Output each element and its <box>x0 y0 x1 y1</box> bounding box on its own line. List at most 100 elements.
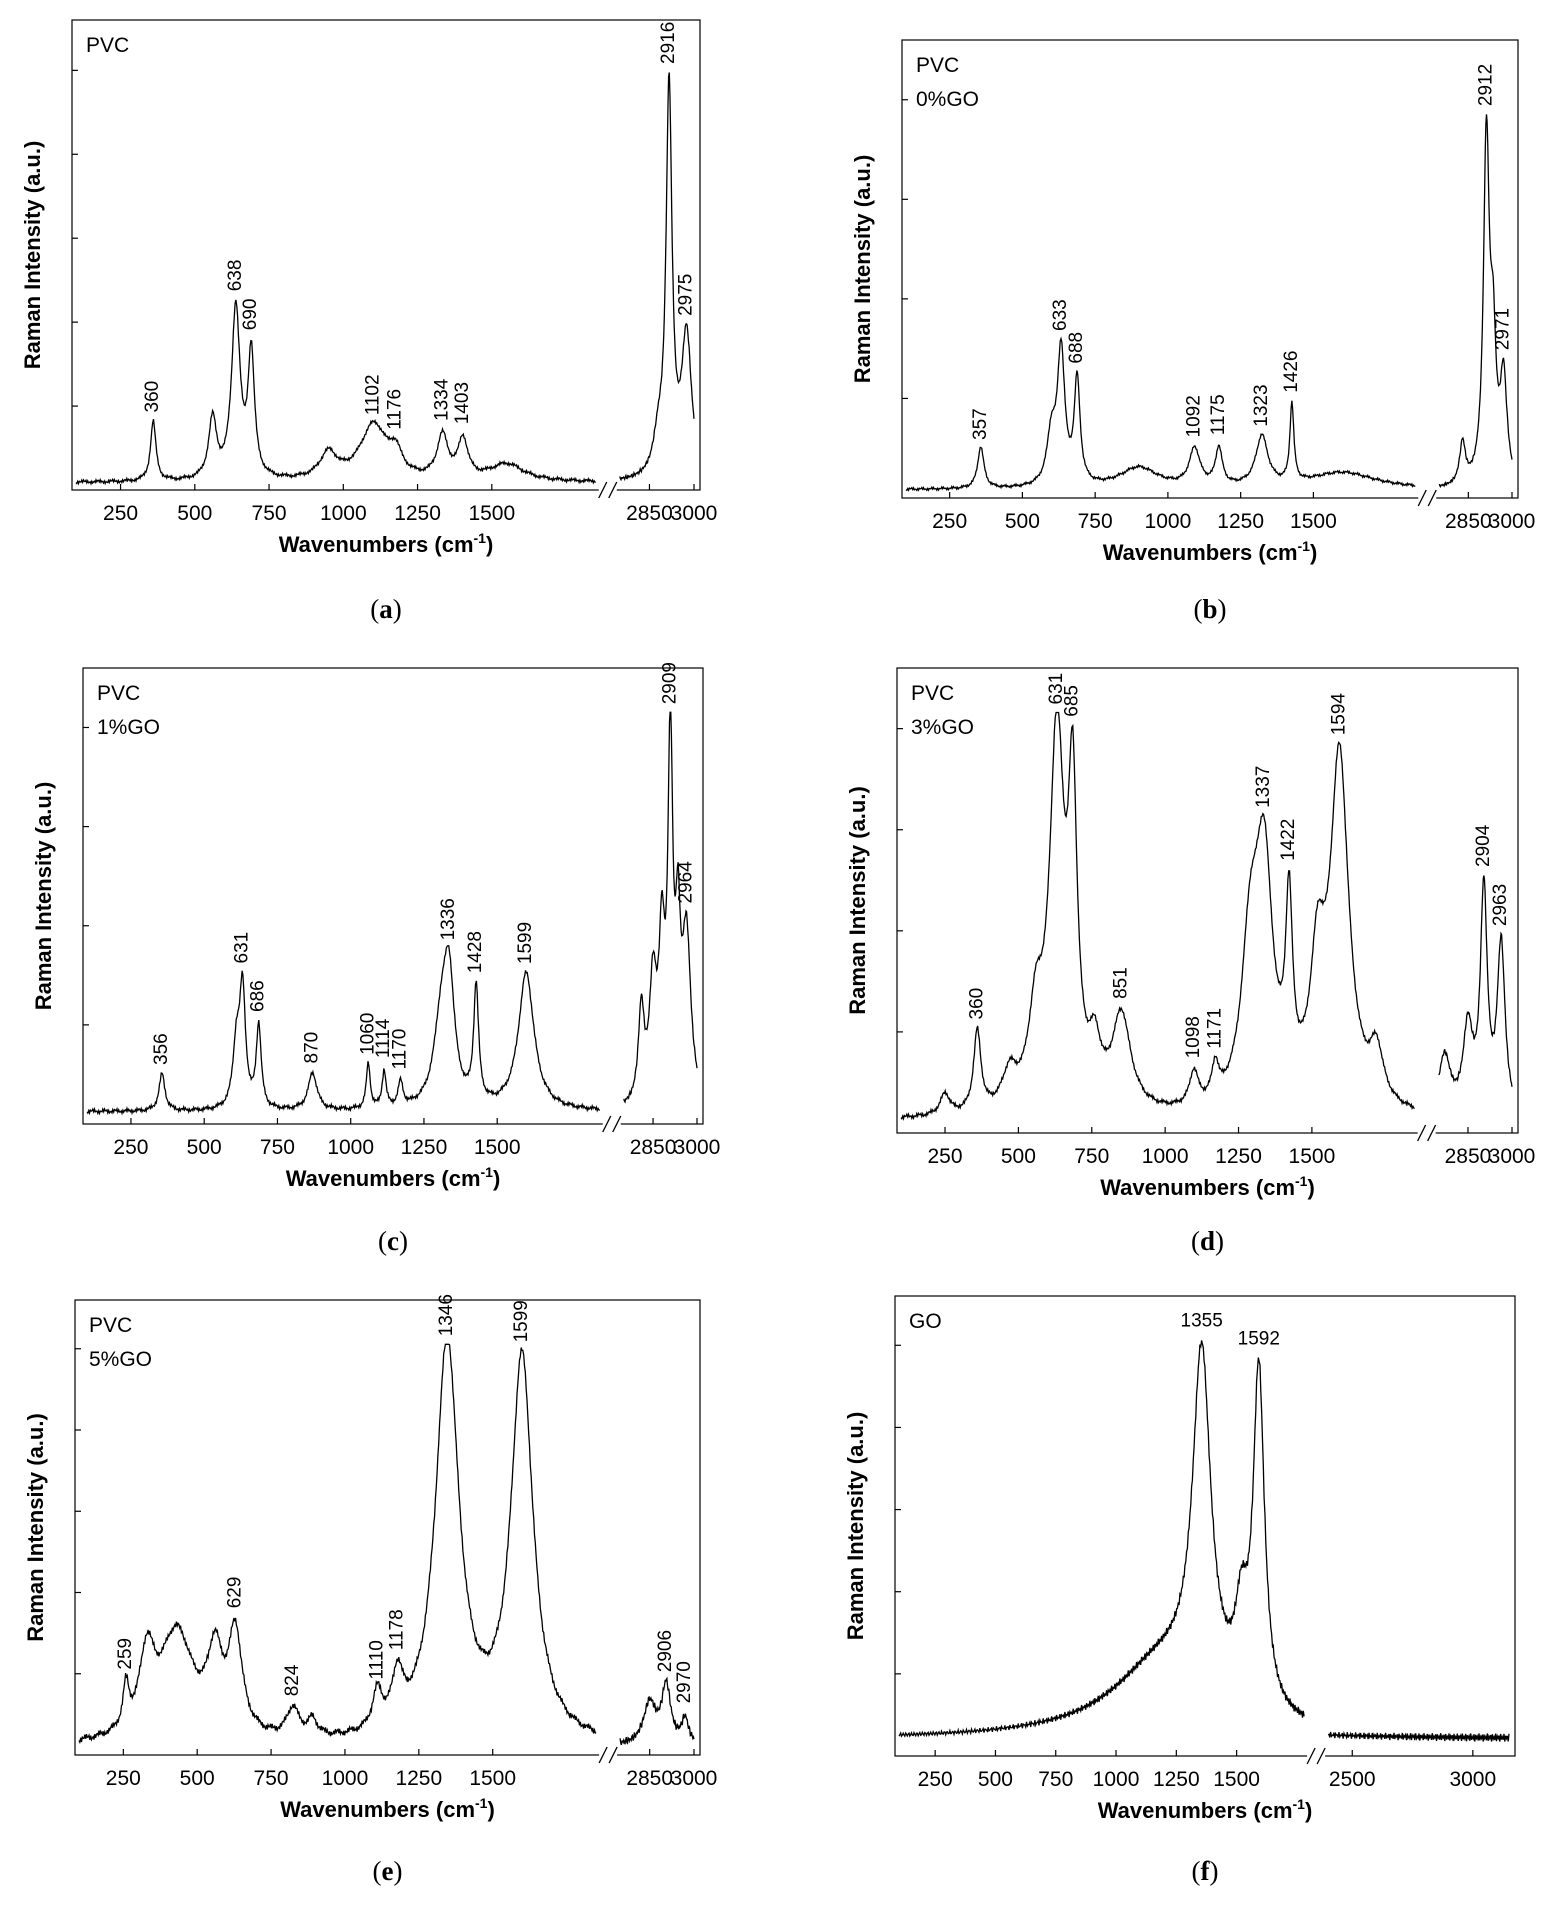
x-tick-label: 1500 <box>468 502 515 525</box>
peak-label: 1336 <box>438 898 459 940</box>
plot-frame <box>71 19 701 491</box>
peak-label: 2904 <box>1473 824 1494 867</box>
x-axis-title: Wavenumbers (cm-1) <box>280 1795 495 1822</box>
x-tick-label: 3000 <box>671 1767 718 1790</box>
peak-label: 1060 <box>357 1013 378 1055</box>
x-axis-title-superscript: -1 <box>475 1795 488 1811</box>
x-tick-label: 250 <box>918 1768 953 1791</box>
spectrum-line-segment-1 <box>898 1340 1305 1738</box>
peak-label: 2970 <box>674 1661 695 1703</box>
caption-open: ( <box>370 594 379 624</box>
x-tick-label: 500 <box>187 1136 222 1159</box>
x-axis-title-superscript: -1 <box>1295 1173 1308 1189</box>
x-tick-label: 3000 <box>1489 1145 1536 1168</box>
sample-label: 0%GO <box>916 88 979 111</box>
x-tick-label: 250 <box>106 1767 141 1790</box>
x-tick-label: 250 <box>113 1136 148 1159</box>
y-axis-title: Raman Intensity (a.u.) <box>845 786 870 1015</box>
panel-caption: (a) <box>370 594 402 624</box>
peak-label: 1178 <box>387 1609 408 1650</box>
x-tick-label: 250 <box>932 510 967 533</box>
peak-label: 870 <box>302 1032 323 1064</box>
caption-letter: a <box>379 594 393 624</box>
peak-label: 1403 <box>452 382 473 424</box>
plot-frame <box>901 39 1519 499</box>
sample-label: PVC <box>916 54 959 77</box>
plot-frame <box>896 667 1519 1134</box>
peak-label: 1428 <box>465 931 486 973</box>
peak-label: 1337 <box>1253 766 1274 808</box>
peak-label: 686 <box>248 980 269 1012</box>
x-tick-label: 1250 <box>1153 1768 1200 1791</box>
x-tick-label: 2500 <box>1329 1768 1376 1791</box>
y-ticks <box>83 726 89 1026</box>
x-tick-label: 2850 <box>1445 510 1492 533</box>
caption-letter: b <box>1202 594 1217 624</box>
x-axis-title: Wavenumbers (cm-1) <box>1103 538 1318 565</box>
plot-frame <box>82 667 704 1125</box>
x-tick-label: 250 <box>103 502 138 525</box>
y-axis-title: Raman Intensity (a.u.) <box>843 1412 868 1641</box>
peak-label: 259 <box>115 1638 136 1670</box>
x-axis-title: Wavenumbers (cm-1) <box>279 530 494 557</box>
x-tick-label: 500 <box>177 502 212 525</box>
x-tick-label: 3000 <box>671 502 718 525</box>
x-tick-label: 1000 <box>327 1136 374 1159</box>
peak-label: 824 <box>282 1664 303 1696</box>
x-axis-title-superscript: -1 <box>481 1164 494 1180</box>
x-tick-label: 250 <box>928 1145 963 1168</box>
peak-label: 1175 <box>1208 394 1229 435</box>
x-tick-label: 750 <box>1078 510 1113 533</box>
x-tick-label: 1000 <box>320 502 367 525</box>
peak-label: 356 <box>151 1033 172 1065</box>
caption-open: ( <box>378 1226 387 1256</box>
peak-label: 360 <box>966 988 987 1020</box>
panel-caption: (d) <box>1191 1226 1224 1256</box>
axis-break-marker <box>1417 488 1437 508</box>
x-tick-label: 1250 <box>394 502 441 525</box>
peak-label: 1114 <box>373 1018 394 1058</box>
peak-label: 1592 <box>1238 1328 1280 1349</box>
x-tick-label: 2850 <box>630 1136 677 1159</box>
x-axis-title: Wavenumbers (cm-1) <box>1098 1796 1313 1823</box>
peak-label: 851 <box>1110 967 1131 999</box>
axis-break-marker <box>598 1745 618 1765</box>
y-ticks <box>897 728 903 1033</box>
sample-label: GO <box>909 1310 942 1333</box>
spectrum-line-segment-1 <box>78 1343 597 1745</box>
x-tick-label: 500 <box>1005 510 1040 533</box>
x-axis-title-text: Wavenumbers (cm <box>1098 1798 1293 1823</box>
peak-label: 1355 <box>1181 1310 1223 1331</box>
x-tick-label: 1250 <box>1217 510 1264 533</box>
sample-label: PVC <box>86 34 129 57</box>
peak-label: 357 <box>970 408 991 440</box>
x-tick-label: 500 <box>180 1767 215 1790</box>
peak-label: 1102 <box>363 374 384 415</box>
caption-letter: c <box>387 1226 399 1256</box>
sample-label: PVC <box>97 682 140 705</box>
sample-label: 5%GO <box>89 1348 152 1371</box>
spectrum-line-segment-1 <box>905 336 1416 492</box>
axis-break-marker <box>602 1114 622 1134</box>
x-tick-label: 3000 <box>674 1136 721 1159</box>
caption-letter: e <box>382 1856 394 1886</box>
x-tick-label: 750 <box>1038 1768 1073 1791</box>
x-tick-label: 500 <box>978 1768 1013 1791</box>
x-tick-label: 3000 <box>1489 510 1536 533</box>
spectrum-line-segment-1 <box>75 299 596 486</box>
y-axis-title: Raman Intensity (a.u.) <box>23 1413 48 1642</box>
peak-label: 2906 <box>655 1630 676 1672</box>
peak-label: 1171 <box>1204 1008 1225 1049</box>
y-axis-title: Raman Intensity (a.u.) <box>31 782 56 1011</box>
x-axis-title-close: ) <box>1307 1175 1314 1200</box>
y-axis-title: Raman Intensity (a.u.) <box>20 141 45 370</box>
peak-label: 2964 <box>676 861 697 904</box>
x-axis-title-close: ) <box>486 532 493 557</box>
peak-label: 360 <box>142 381 163 413</box>
peak-label: 1170 <box>390 1029 411 1070</box>
plot-frame <box>894 1295 1516 1757</box>
peak-label: 685 <box>1062 685 1083 717</box>
spectrum-line-segment-2 <box>623 711 698 1104</box>
